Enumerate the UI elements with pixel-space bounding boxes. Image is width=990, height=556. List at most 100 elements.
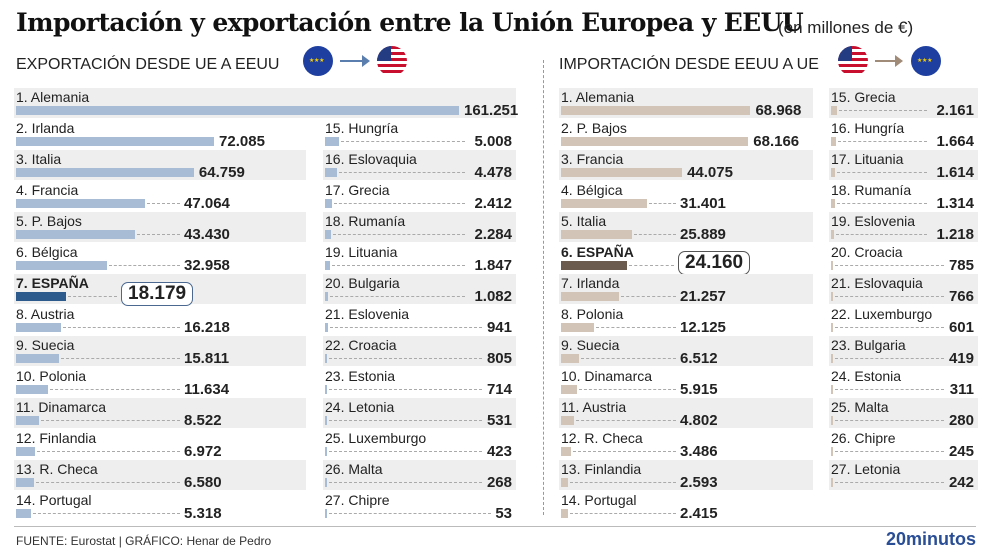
table-row: 22. Luxemburgo 601: [829, 305, 978, 336]
leader-line: [137, 234, 180, 235]
leader-line: [835, 420, 945, 421]
value-label: 4.802: [680, 412, 718, 429]
value-label: 311: [949, 381, 974, 398]
value-label: 1.218: [936, 226, 974, 243]
country-label: 8. Polonia: [561, 306, 624, 322]
bar: [325, 292, 328, 301]
country-label: 25. Luxemburgo: [325, 430, 427, 446]
leader-line: [67, 296, 117, 297]
country-label: 9. Suecia: [561, 337, 620, 353]
country-label: 15. Hungría: [325, 120, 399, 136]
table-row: 6. Bélgica 32.958: [14, 243, 306, 274]
value-label: 12.125: [680, 319, 726, 336]
country-label: 10. Dinamarca: [561, 368, 653, 384]
table-row: 13. Finlandia 2.593: [559, 460, 813, 491]
leader-line: [37, 451, 180, 452]
bar: [325, 137, 339, 146]
value-label: 6.512: [680, 350, 718, 367]
export-panel-title: EXPORTACIÓN DESDE UE A EEUU: [16, 56, 280, 73]
value-label: 1.082: [474, 288, 512, 305]
leader-line: [835, 451, 945, 452]
leader-line: [36, 482, 180, 483]
value-label: 714: [486, 381, 512, 398]
bar: [16, 137, 215, 146]
chart-title: Importación y exportación entre la Unión…: [16, 8, 804, 37]
country-label: 27. Chipre: [325, 492, 390, 508]
country-label: 1. Alemania: [561, 89, 635, 105]
country-label: 7. ESPAÑA: [16, 275, 89, 291]
value-label: 64.759: [198, 164, 245, 181]
bar: [16, 416, 40, 425]
table-row: 3. Italia 64.759: [14, 150, 306, 181]
bar: [325, 168, 338, 177]
leader-line: [41, 420, 180, 421]
table-row: 9. Suecia 6.512: [559, 336, 813, 367]
value-label: 53: [495, 505, 512, 522]
value-label: 423: [486, 443, 512, 460]
leader-line: [329, 389, 483, 390]
table-row: 26. Malta 268: [323, 460, 516, 491]
leader-line: [569, 513, 676, 514]
country-label: 9. Suecia: [16, 337, 75, 353]
country-label: 3. Francia: [561, 151, 624, 167]
table-row: 6. ESPAÑA 24.160: [559, 243, 813, 275]
bar: [16, 230, 136, 239]
value-label: 766: [948, 288, 974, 305]
leader-line: [835, 296, 945, 297]
leader-line: [835, 358, 945, 359]
country-label: 26. Malta: [325, 461, 383, 477]
bar: [831, 292, 834, 301]
bar: [831, 478, 833, 487]
bar: [325, 354, 328, 363]
table-row: 10. Dinamarca 5.915: [559, 367, 813, 398]
country-label: 4. Bélgica: [561, 182, 623, 198]
country-label: 4. Francia: [16, 182, 79, 198]
table-row: 9. Suecia 15.811: [14, 336, 306, 367]
value-label: 2.593: [680, 474, 718, 491]
table-row: 19. Lituania 1.847: [323, 243, 516, 274]
leader-line: [329, 482, 483, 483]
bar: [16, 199, 146, 208]
value-label: 531: [486, 412, 512, 429]
table-row: 17. Grecia 2.412: [323, 181, 516, 212]
table-row: 18. Rumanía 2.284: [323, 212, 516, 243]
value-label: 2.415: [680, 505, 718, 522]
leader-line: [333, 203, 465, 204]
unit-label: (en millones de €): [778, 18, 914, 37]
value-label: 72.085: [219, 133, 265, 150]
bar: [325, 447, 327, 456]
table-row: 7. Irlanda 21.257: [559, 274, 813, 305]
table-row: 15. Grecia 2.161: [829, 88, 978, 119]
value-label: 1.314: [936, 195, 974, 212]
bar: [325, 478, 327, 487]
bar: [325, 261, 331, 270]
leader-line: [837, 141, 927, 142]
bar: [561, 261, 628, 270]
leader-line: [835, 265, 945, 266]
table-row: 10. Polonia 11.634: [14, 367, 306, 398]
country-label: 2. Irlanda: [16, 120, 75, 136]
bar: [561, 478, 569, 487]
value-label: 6.972: [184, 443, 222, 460]
leader-line: [835, 327, 945, 328]
leader-line: [61, 358, 180, 359]
bar: [16, 292, 66, 301]
value-label: 11.634: [184, 381, 230, 398]
leader-line: [32, 513, 180, 514]
leader-line: [329, 327, 483, 328]
table-row: 14. Portugal 5.318: [14, 491, 306, 522]
table-row: 12. R. Checa 3.486: [559, 429, 813, 460]
country-label: 17. Lituania: [831, 151, 904, 167]
value-label: 161.251: [464, 102, 519, 119]
bar: [561, 416, 575, 425]
value-label: 2.284: [474, 226, 512, 243]
leader-line: [329, 451, 483, 452]
table-row: 11. Austria 4.802: [559, 398, 813, 429]
bar: [831, 168, 836, 177]
table-row: 26. Chipre 245: [829, 429, 978, 460]
highlight-value: 18.179: [121, 282, 194, 306]
bar: [561, 199, 648, 208]
country-label: 18. Rumanía: [831, 182, 912, 198]
country-label: 7. Irlanda: [561, 275, 620, 291]
bar: [16, 261, 107, 270]
